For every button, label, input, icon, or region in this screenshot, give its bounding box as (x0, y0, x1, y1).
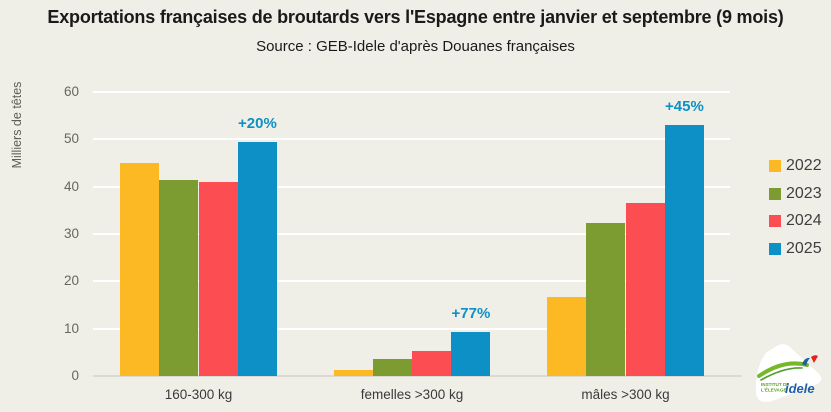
y-axis-label: Milliers de têtes (10, 81, 24, 169)
gridline-60 (93, 91, 730, 93)
y-tick-label: 40 (63, 178, 79, 194)
bar-2024-category0 (198, 181, 238, 376)
y-tick-label: 0 (71, 368, 79, 383)
chart-subtitle: Source : GEB-Idele d'après Douanes franç… (256, 38, 575, 55)
gridline-30 (93, 233, 730, 235)
legend-swatch-2024 (769, 215, 781, 228)
bar-2025-category2 (664, 125, 704, 376)
bar-2023-category0 (159, 179, 199, 376)
legend-label-2025: 2025 (786, 240, 822, 258)
logo-swoosh-thin (760, 367, 803, 381)
legend-swatch-2023 (769, 187, 781, 200)
annotation-1: +77% (451, 305, 491, 323)
gridline-10 (93, 327, 730, 330)
annotation-0: +20% (238, 114, 277, 132)
gridline-20 (93, 280, 730, 283)
bar-2022-category0 (120, 163, 160, 376)
logo-org-line1: INSTITUT DE (761, 382, 789, 387)
x-axis-line (93, 375, 742, 377)
bar-2024-category2 (625, 203, 665, 376)
gridline-40 (93, 185, 730, 188)
category-label-0: 160-300 kg (164, 387, 233, 402)
bar-2023-category2 (586, 223, 626, 376)
legend-label-2023: 2023 (786, 184, 822, 202)
bar-2023-category1 (372, 358, 412, 376)
legend-item-2023: 2023 (769, 185, 822, 203)
legend-item-2024: 2024 (769, 212, 822, 230)
y-tick-label: 50 (63, 131, 79, 147)
legend-swatch-2025 (769, 243, 781, 256)
legend-label-2022: 2022 (786, 157, 822, 174)
chart-title: Exportations françaises de broutards ver… (47, 7, 784, 27)
y-tick-label: 60 (63, 84, 79, 99)
bar-2024-category1 (412, 351, 452, 376)
idele-logo: INSTITUT DE L'ÉLEVAGE idele (755, 344, 822, 402)
logo-flag-red (811, 355, 818, 363)
legend-label-2024: 2024 (786, 212, 822, 230)
annotation-2: +45% (665, 98, 704, 116)
bar-2022-category1 (333, 369, 373, 376)
legend-item-2022: 2022 (769, 157, 822, 175)
bar-2025-category0 (237, 141, 277, 376)
logo-pick-shape (755, 344, 822, 402)
legend-item-2025: 2025 (769, 240, 822, 258)
logo-brand: idele (785, 381, 815, 396)
logo-flag-blue (802, 357, 810, 366)
y-tick-label: 10 (63, 320, 79, 336)
logo-org-line2: L'ÉLEVAGE (761, 386, 787, 393)
category-label-2: mâles >300 kg (581, 387, 670, 402)
gridline-50 (93, 138, 730, 141)
y-tick-label: 30 (63, 226, 79, 241)
bar-2022-category2 (547, 296, 587, 376)
y-tick-label: 20 (63, 273, 79, 289)
category-label-1: femelles >300 kg (360, 387, 464, 402)
legend-swatch-2022 (769, 160, 781, 172)
bar-2025-category1 (451, 332, 491, 376)
